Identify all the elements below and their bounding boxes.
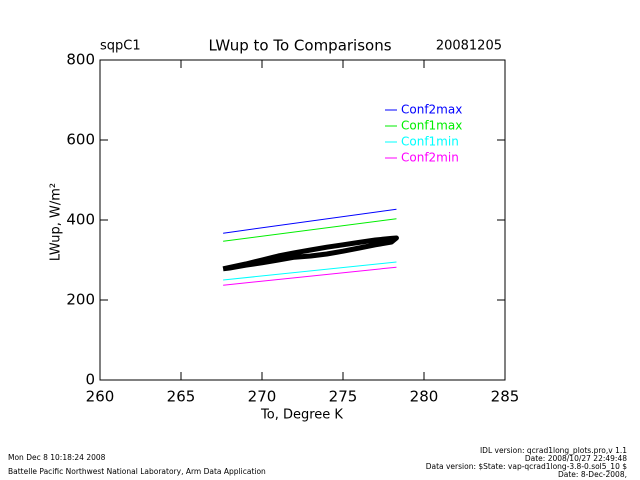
legend-label: Conf1max	[401, 119, 462, 133]
site-label: sqpC1	[100, 39, 141, 54]
footer-text: IDL version: qcrad1long_plots.pro,v 1.1	[480, 446, 627, 455]
footer-text: Battelle Pacific Northwest National Labo…	[8, 467, 266, 476]
footer-text: Date: 2008/10/27 22:49:48	[525, 454, 627, 463]
footer-text: Date: 8-Dec-2008,	[558, 470, 627, 479]
legend-label: Conf1min	[401, 135, 459, 149]
x-tick-label: 275	[329, 388, 358, 406]
y-tick-label: 0	[85, 371, 95, 389]
y-axis-label: LWup, W/m²	[49, 183, 64, 261]
date-label: 20081205	[436, 39, 502, 54]
y-tick-label: 600	[66, 131, 95, 149]
x-axis-label: To, Degree K	[260, 408, 343, 423]
data-line	[223, 266, 397, 286]
x-tick-label: 270	[248, 388, 277, 406]
x-tick-label: 285	[491, 388, 520, 406]
data-line	[223, 208, 397, 234]
y-tick-label: 200	[66, 291, 95, 309]
data-line	[223, 261, 397, 281]
x-tick-label: 280	[410, 388, 439, 406]
footer-text: Mon Dec 8 10:18:24 2008	[8, 453, 106, 462]
footer-text: Data version: $State: vap-qcrad1long-3.8…	[426, 462, 628, 471]
y-tick-label: 400	[66, 211, 95, 229]
legend-label: Conf2max	[401, 103, 462, 117]
data-line	[223, 218, 397, 242]
x-tick-label: 260	[86, 388, 115, 406]
y-tick-label: 800	[66, 51, 95, 69]
chart-title: LWup to To Comparisons	[208, 37, 391, 55]
x-tick-label: 265	[167, 388, 196, 406]
legend-label: Conf2min	[401, 151, 459, 165]
data-line	[222, 235, 399, 272]
